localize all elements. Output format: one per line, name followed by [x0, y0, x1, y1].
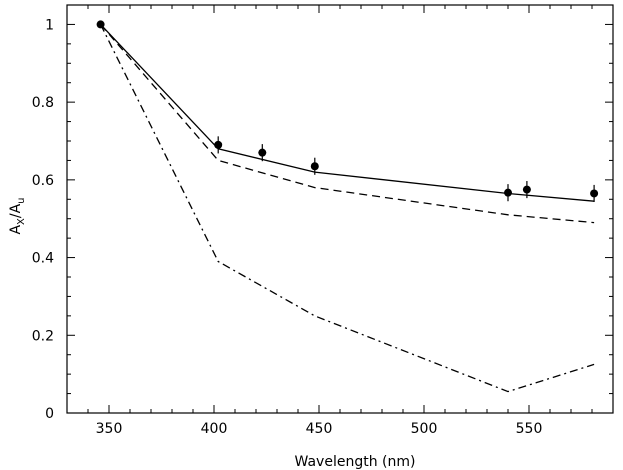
y-axis-title-main: A	[8, 225, 24, 235]
data-point	[310, 162, 319, 171]
x-tick-label: 550	[516, 421, 543, 437]
x-tick-label: 500	[411, 421, 438, 437]
x-tick-label: 350	[96, 421, 123, 437]
x-axis-title: Wavelength (nm)	[295, 454, 416, 470]
x-tick-label: 400	[201, 421, 228, 437]
y-axis-title-sub2: u	[16, 197, 27, 203]
series-line-dash-dot	[100, 24, 595, 393]
data-point	[522, 185, 531, 194]
data-point	[258, 148, 267, 157]
y-axis-title-slash: /A	[8, 203, 24, 218]
y-tick-label: 1	[45, 17, 54, 33]
data-point	[504, 188, 512, 197]
plot-frame	[66, 4, 614, 414]
data-points	[96, 20, 599, 203]
plot-border	[66, 4, 614, 414]
axis-ticks	[66, 4, 614, 414]
data-point	[590, 189, 599, 198]
data-point	[214, 140, 223, 149]
series-line-dashed	[100, 23, 595, 224]
series-lines	[100, 23, 595, 393]
x-tick-label: 450	[306, 421, 333, 437]
y-axis-title-sub1: X	[16, 218, 27, 225]
data-point	[96, 20, 105, 29]
tick-labels: 350 400 450 500 550 0 0.2 0.4 0.6 0.8 1	[32, 17, 543, 437]
y-tick-label: 0	[45, 406, 54, 422]
y-axis-title: AX/Au	[8, 197, 27, 234]
y-tick-label: 0.6	[32, 173, 54, 189]
y-tick-label: 0.8	[32, 95, 54, 111]
y-tick-label: 0.4	[32, 251, 54, 267]
y-tick-label: 0.2	[32, 328, 54, 344]
